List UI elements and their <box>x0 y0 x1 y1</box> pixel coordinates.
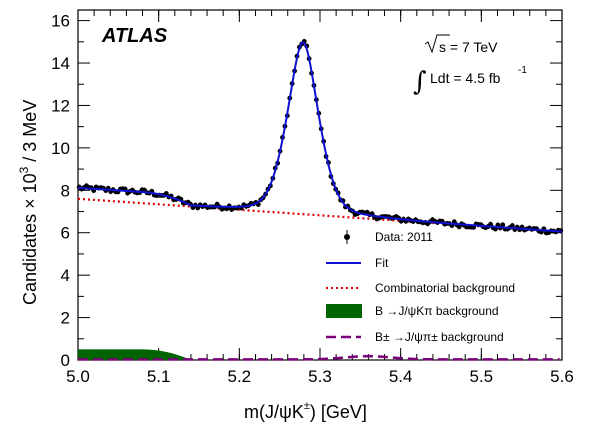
x-tick-label: 5.5 <box>470 367 494 386</box>
legend-item-combinatorial: Combinatorial background <box>326 281 515 295</box>
legend-data-marker <box>344 234 350 240</box>
energy-label: s = 7 TeV <box>439 39 498 55</box>
x-tick-label: 5.2 <box>228 367 252 386</box>
x-axis-title-tail: ) [GeV] <box>310 402 367 422</box>
combinatorial-background-line <box>77 197 563 233</box>
legend-item-kpi: B →J/ψKπ background <box>326 304 499 318</box>
y-tick-label: 2 <box>61 309 70 328</box>
y-tick-label: 0 <box>61 351 70 370</box>
y-tick-label: 8 <box>61 181 70 200</box>
kpi-background-area <box>78 349 208 360</box>
y-tick-label: 10 <box>51 139 70 158</box>
sqrt-sign <box>424 34 450 54</box>
y-tick-label: 16 <box>51 12 70 31</box>
x-tick-label: 5.6 <box>550 367 574 386</box>
energy-annotation: s = 7 TeV <box>424 34 498 55</box>
legend-kpi-label: B →J/ψKπ background <box>375 304 499 318</box>
legend: Data: 2011 Fit Combinatorial background … <box>326 230 515 344</box>
y-tick-label: 12 <box>51 96 70 115</box>
x-tick-label: 5.4 <box>389 367 413 386</box>
legend-item-fit: Fit <box>326 256 389 270</box>
legend-item-data: Data: 2011 <box>344 230 433 244</box>
legend-kpi-fill <box>326 304 362 318</box>
y-axis-ticks: 0 2 4 6 8 10 12 14 16 <box>51 12 562 370</box>
data-point <box>500 222 506 228</box>
x-axis-title: m(J/ψK±) [GeV] <box>244 400 367 422</box>
pipi-background-curve <box>78 354 560 361</box>
luminosity-exponent: -1 <box>518 65 527 76</box>
legend-pipi-label: B± →J/ψπ± background <box>375 330 504 344</box>
legend-data-label: Data: 2011 <box>375 230 433 244</box>
luminosity-annotation: ∫ Ldt = 4.5 fb -1 <box>413 65 527 97</box>
y-tick-label: 4 <box>61 266 70 285</box>
x-axis-ticks: 5.0 5.1 5.2 5.3 5.4 5.5 5.6 <box>66 10 574 386</box>
legend-combinatorial-label: Combinatorial background <box>375 281 515 295</box>
y-tick-label: 14 <box>51 54 70 73</box>
x-tick-label: 5.0 <box>66 367 90 386</box>
y-axis-title: Candidates × 103 / 3 MeV <box>17 100 40 305</box>
data-points-layer <box>76 38 564 236</box>
combinatorial-background-layer <box>77 197 563 233</box>
x-tick-label: 5.3 <box>308 367 332 386</box>
y-axis-title-tail: / 3 MeV <box>20 100 40 167</box>
integral-sign: ∫ <box>413 67 427 97</box>
legend-item-pipi: B± →J/ψπ± background <box>326 330 504 344</box>
fit-curve-layer <box>77 41 563 233</box>
fit-curve <box>77 41 563 233</box>
luminosity-label: Ldt = 4.5 fb <box>430 70 501 86</box>
y-tick-label: 6 <box>61 224 70 243</box>
x-axis-title-sup: ± <box>304 400 310 412</box>
kpi-background-layer <box>78 349 208 360</box>
pipi-background-layer <box>78 354 560 361</box>
atlas-label: ATLAS <box>101 25 168 47</box>
y-axis-title-sup: 3 <box>17 166 31 173</box>
data-point <box>509 223 515 228</box>
x-tick-label: 5.1 <box>147 367 171 386</box>
legend-fit-label: Fit <box>375 256 389 270</box>
x-axis-title-main: m(J/ψK <box>244 402 304 422</box>
y-axis-title-main: Candidates × 10 <box>20 173 40 305</box>
